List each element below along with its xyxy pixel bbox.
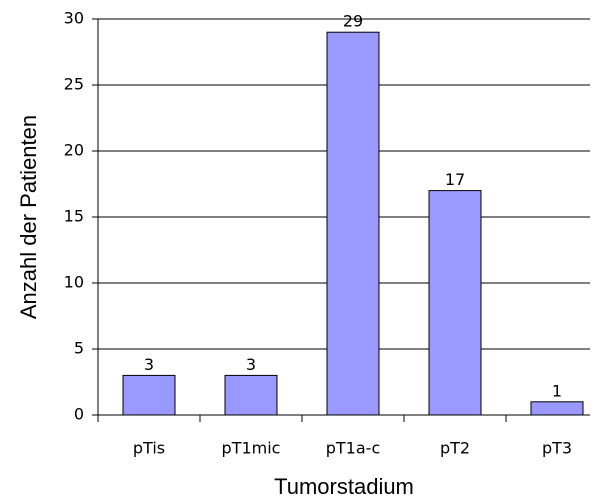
y-tick-label: 0 (74, 405, 84, 424)
y-tick-label: 10 (64, 273, 84, 292)
bar (122, 374, 176, 416)
data-label: 3 (144, 355, 154, 374)
x-tick-label: pT2 (440, 439, 470, 458)
x-tick-label: pT3 (542, 439, 572, 458)
y-tick-label: 20 (64, 141, 84, 160)
y-tick-label: 30 (64, 9, 84, 28)
y-axis-title: Anzahl der Patienten (16, 115, 41, 319)
bar (530, 401, 584, 416)
y-tick-label: 5 (74, 339, 84, 358)
data-label: 17 (445, 170, 465, 189)
data-label: 1 (552, 381, 562, 400)
y-tick-label: 25 (64, 75, 84, 94)
bar (326, 31, 380, 416)
bar (428, 190, 482, 416)
x-tick-label: pTis (133, 439, 165, 458)
x-tick-label: pT1mic (222, 439, 281, 458)
y-tick-label: 15 (64, 207, 84, 226)
x-axis-title: Tumorstadium (274, 474, 414, 499)
x-tick-label: pT1a-c (326, 439, 380, 458)
data-label: 29 (343, 12, 363, 31)
data-label: 3 (246, 355, 256, 374)
bar (224, 374, 278, 416)
